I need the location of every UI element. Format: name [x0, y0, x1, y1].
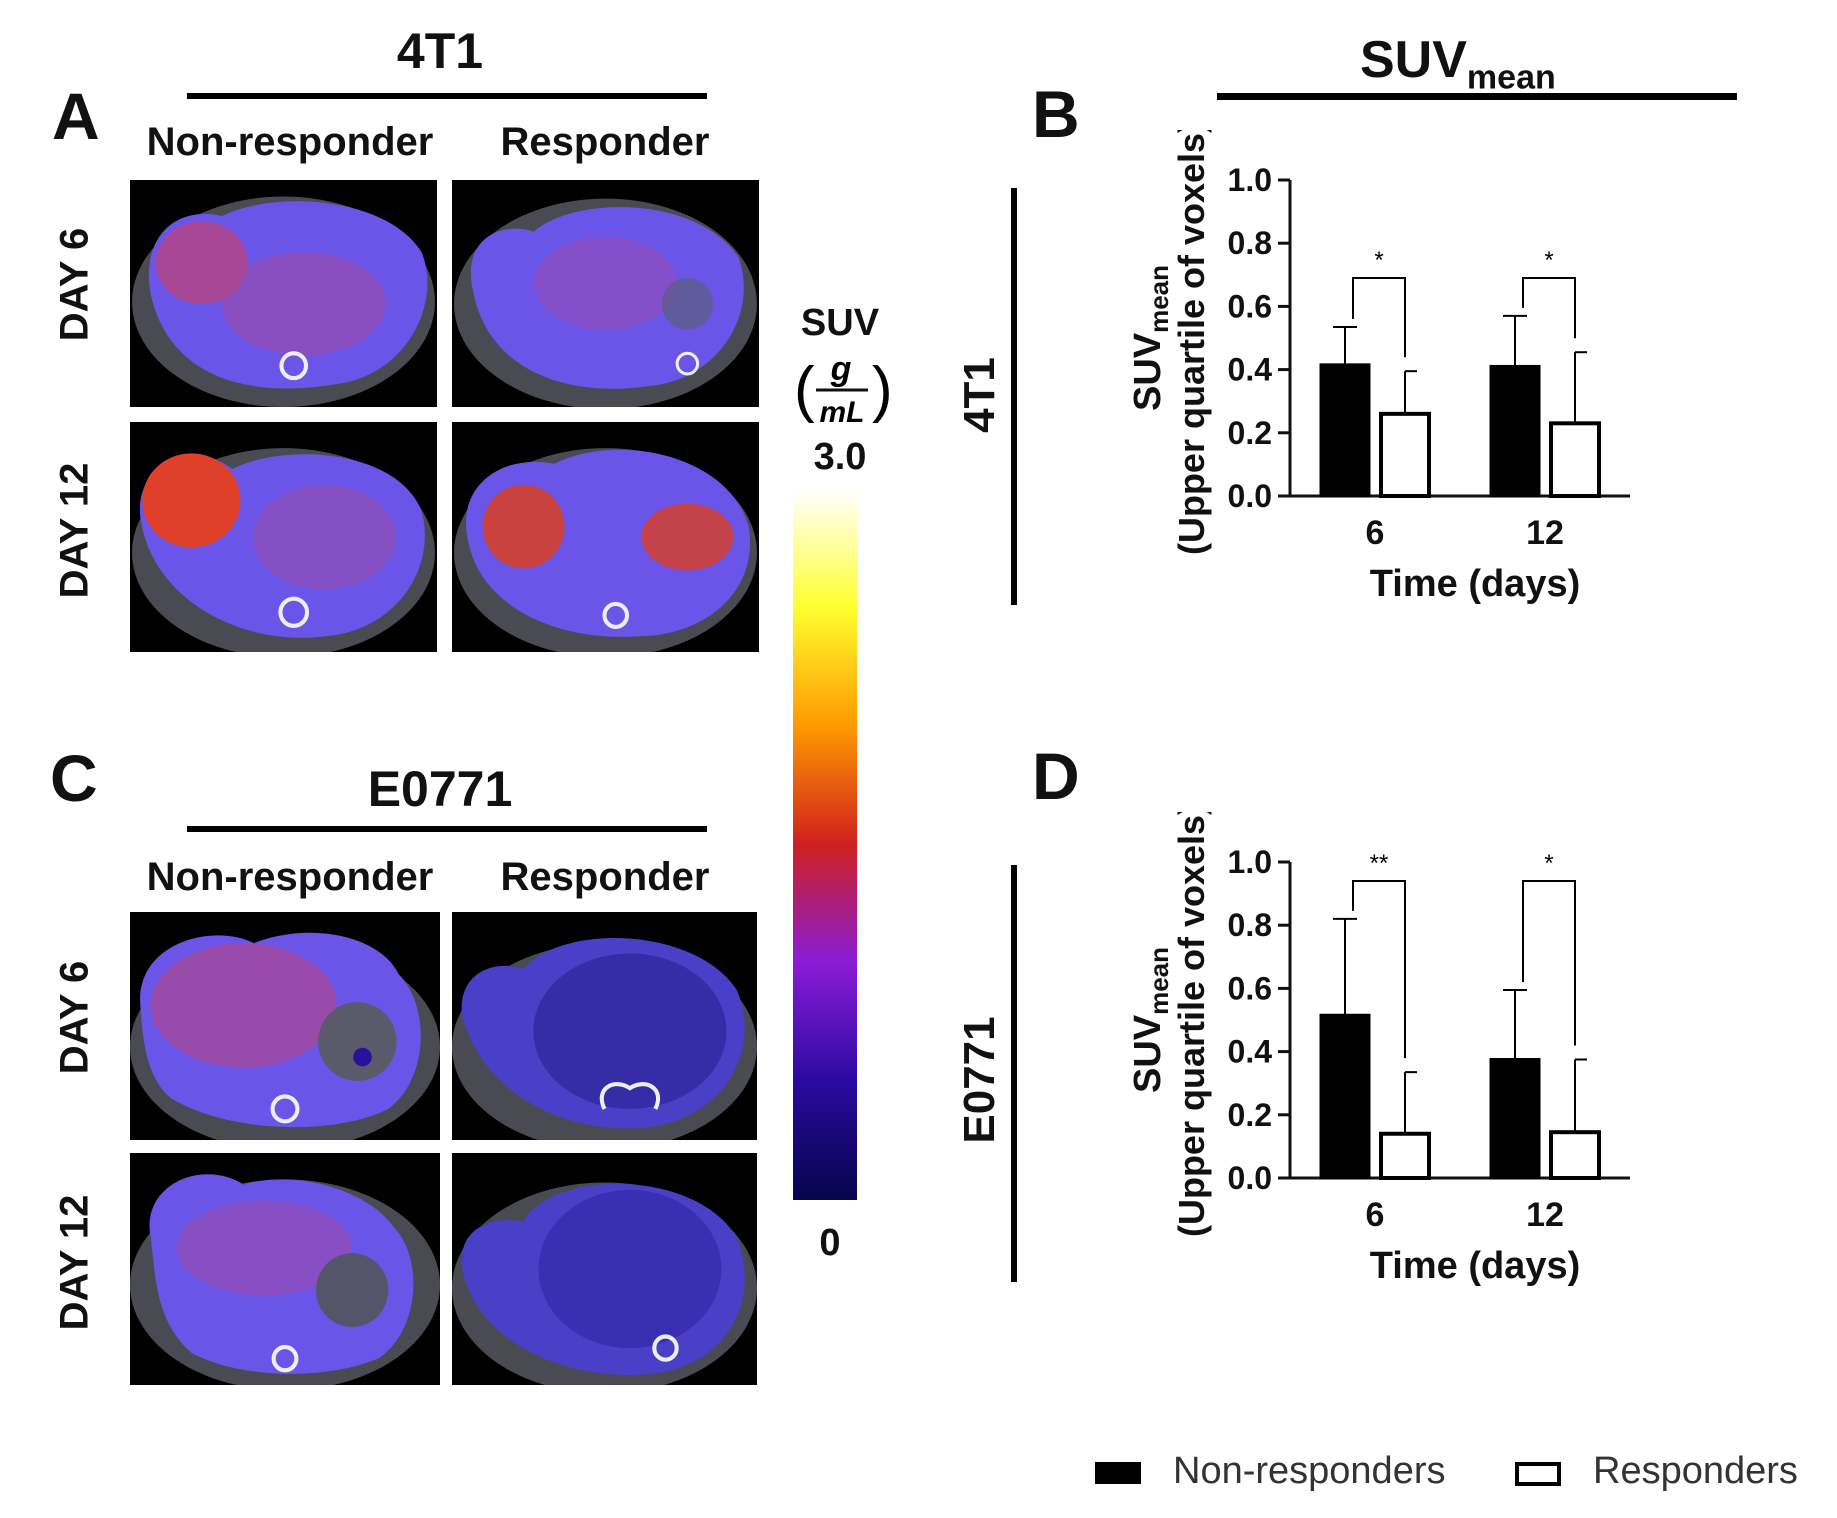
panel-letter-a: A — [52, 79, 100, 153]
y-tick-label: 0.2 — [1228, 1097, 1272, 1133]
group-title-4t1: 4T1 — [396, 23, 484, 79]
row-rule-4t1 — [1011, 188, 1017, 605]
x-tick-label: 6 — [1366, 514, 1385, 552]
bar-responders — [1549, 421, 1601, 499]
row-label-4t1: 4T1 — [955, 357, 1004, 433]
group-rule-4t1 — [187, 93, 707, 99]
y-tick-label: 0.2 — [1228, 415, 1272, 451]
header-suv: SUV — [1360, 31, 1467, 89]
x-tick-label: 12 — [1526, 514, 1564, 552]
colorbar-unit-num: g — [830, 350, 852, 388]
y-tick-label: 0.8 — [1228, 225, 1272, 261]
chart-d: 0.0 0.2 0.4 0.6 0.8 1.0 ** 6 * 12 Time (days) SUVme… — [1127, 812, 1630, 1287]
header-sub: mean — [1466, 58, 1556, 97]
row-label-day6: DAY 6 — [52, 227, 97, 342]
y-axis-title: SUVmean(Upper quartile of voxels) — [1127, 812, 1212, 1237]
group-title-e0771: E0771 — [367, 761, 513, 817]
significance-bracket — [1352, 276, 1406, 358]
y-tick-label: 0.4 — [1228, 1034, 1273, 1070]
col-head-nonresponder: Non-responder — [146, 120, 434, 164]
y-axis-title-sub: (Upper quartile of voxels) — [1171, 130, 1212, 555]
scan-e0771-nonresponder-day6 — [130, 912, 440, 1140]
colorbar-unit: ( ) g mL — [786, 350, 896, 440]
significance-bracket — [1522, 879, 1576, 1046]
bar-nonresponders — [1489, 364, 1541, 498]
significance-label: * — [1374, 247, 1383, 274]
y-axis-title-main: SUVmean — [1127, 947, 1174, 1093]
row-label-day6-c: DAY 6 — [52, 960, 97, 1075]
legend-label-nonresponders: Non-responders — [1173, 1450, 1446, 1492]
significance-label: ** — [1370, 850, 1389, 877]
bar-nonresponders — [1319, 363, 1371, 498]
x-axis-title: Time (days) — [1370, 1245, 1580, 1287]
x-axis-title: Time (days) — [1370, 563, 1580, 605]
y-axis-title-main: SUVmean — [1127, 265, 1174, 411]
col-head-responder: Responder — [500, 120, 710, 164]
svg-text:(: ( — [794, 355, 815, 424]
bar-nonresponders — [1319, 1013, 1371, 1180]
legend-label-responders: Responders — [1593, 1450, 1798, 1492]
y-tick-label: 0.8 — [1228, 907, 1272, 943]
significance-bracket — [1522, 276, 1576, 339]
y-axis-title: SUVmean(Upper quartile of voxels) — [1127, 130, 1212, 555]
row-rule-e0771 — [1011, 865, 1017, 1282]
scan-4t1-responder-day6 — [452, 180, 759, 407]
bar-responders — [1379, 411, 1431, 498]
y-tick-label: 0.6 — [1228, 288, 1272, 324]
colorbar-min: 0 — [819, 1222, 841, 1264]
significance-label: * — [1544, 850, 1553, 877]
scan-4t1-nonresponder-day12 — [130, 422, 437, 652]
bar-nonresponders — [1489, 1058, 1541, 1180]
panel-letter-b: B — [1032, 77, 1080, 151]
significance-label: * — [1544, 247, 1553, 274]
y-tick-label: 1.0 — [1228, 844, 1272, 880]
scan-4t1-nonresponder-day6 — [130, 180, 437, 407]
y-tick-label: 0.6 — [1228, 970, 1272, 1006]
group-rule-e0771 — [187, 826, 707, 832]
col-head-responder-c: Responder — [500, 855, 710, 899]
panel-letter-c: C — [50, 741, 98, 815]
y-axis-title-sub: (Upper quartile of voxels) — [1171, 812, 1212, 1237]
colorbar-gradient — [793, 488, 857, 1200]
scan-e0771-responder-day12 — [452, 1153, 757, 1385]
svg-text:): ) — [872, 355, 893, 424]
col-head-nonresponder-c: Non-responder — [146, 855, 434, 899]
legend-swatch-responders — [1515, 1462, 1561, 1486]
scan-e0771-responder-day6 — [452, 912, 757, 1140]
colorbar-label: SUV — [800, 302, 880, 344]
chart-b: 0.0 0.2 0.4 0.6 0.8 1.0 * 6 * 12 Time (days) SUVmea… — [1127, 130, 1630, 605]
significance-bracket — [1352, 879, 1406, 1059]
row-label-day12-c: DAY 12 — [52, 1194, 97, 1331]
legend-swatch-nonresponders — [1095, 1462, 1141, 1484]
legend: Non-responders Responders — [1095, 1450, 1835, 1500]
x-tick-label: 12 — [1526, 1196, 1564, 1234]
header-suvmean: SUVmean — [1360, 30, 1556, 97]
header-rule-right — [1217, 93, 1737, 100]
scan-4t1-responder-day12 — [452, 422, 759, 652]
colorbar-unit-den: mL — [820, 396, 865, 429]
y-tick-label: 1.0 — [1228, 162, 1272, 198]
panel-letter-d: D — [1032, 739, 1080, 813]
y-tick-label: 0.4 — [1228, 352, 1273, 388]
bar-responders — [1379, 1131, 1431, 1181]
scan-e0771-nonresponder-day12 — [130, 1153, 440, 1385]
y-tick-label: 0.0 — [1228, 478, 1272, 514]
y-tick-label: 0.0 — [1228, 1160, 1272, 1196]
row-label-day12: DAY 12 — [52, 462, 97, 599]
x-tick-label: 6 — [1366, 1196, 1385, 1234]
colorbar-max: 3.0 — [813, 436, 867, 478]
row-label-e0771: E0771 — [955, 1016, 1004, 1144]
bar-responders — [1549, 1130, 1601, 1180]
